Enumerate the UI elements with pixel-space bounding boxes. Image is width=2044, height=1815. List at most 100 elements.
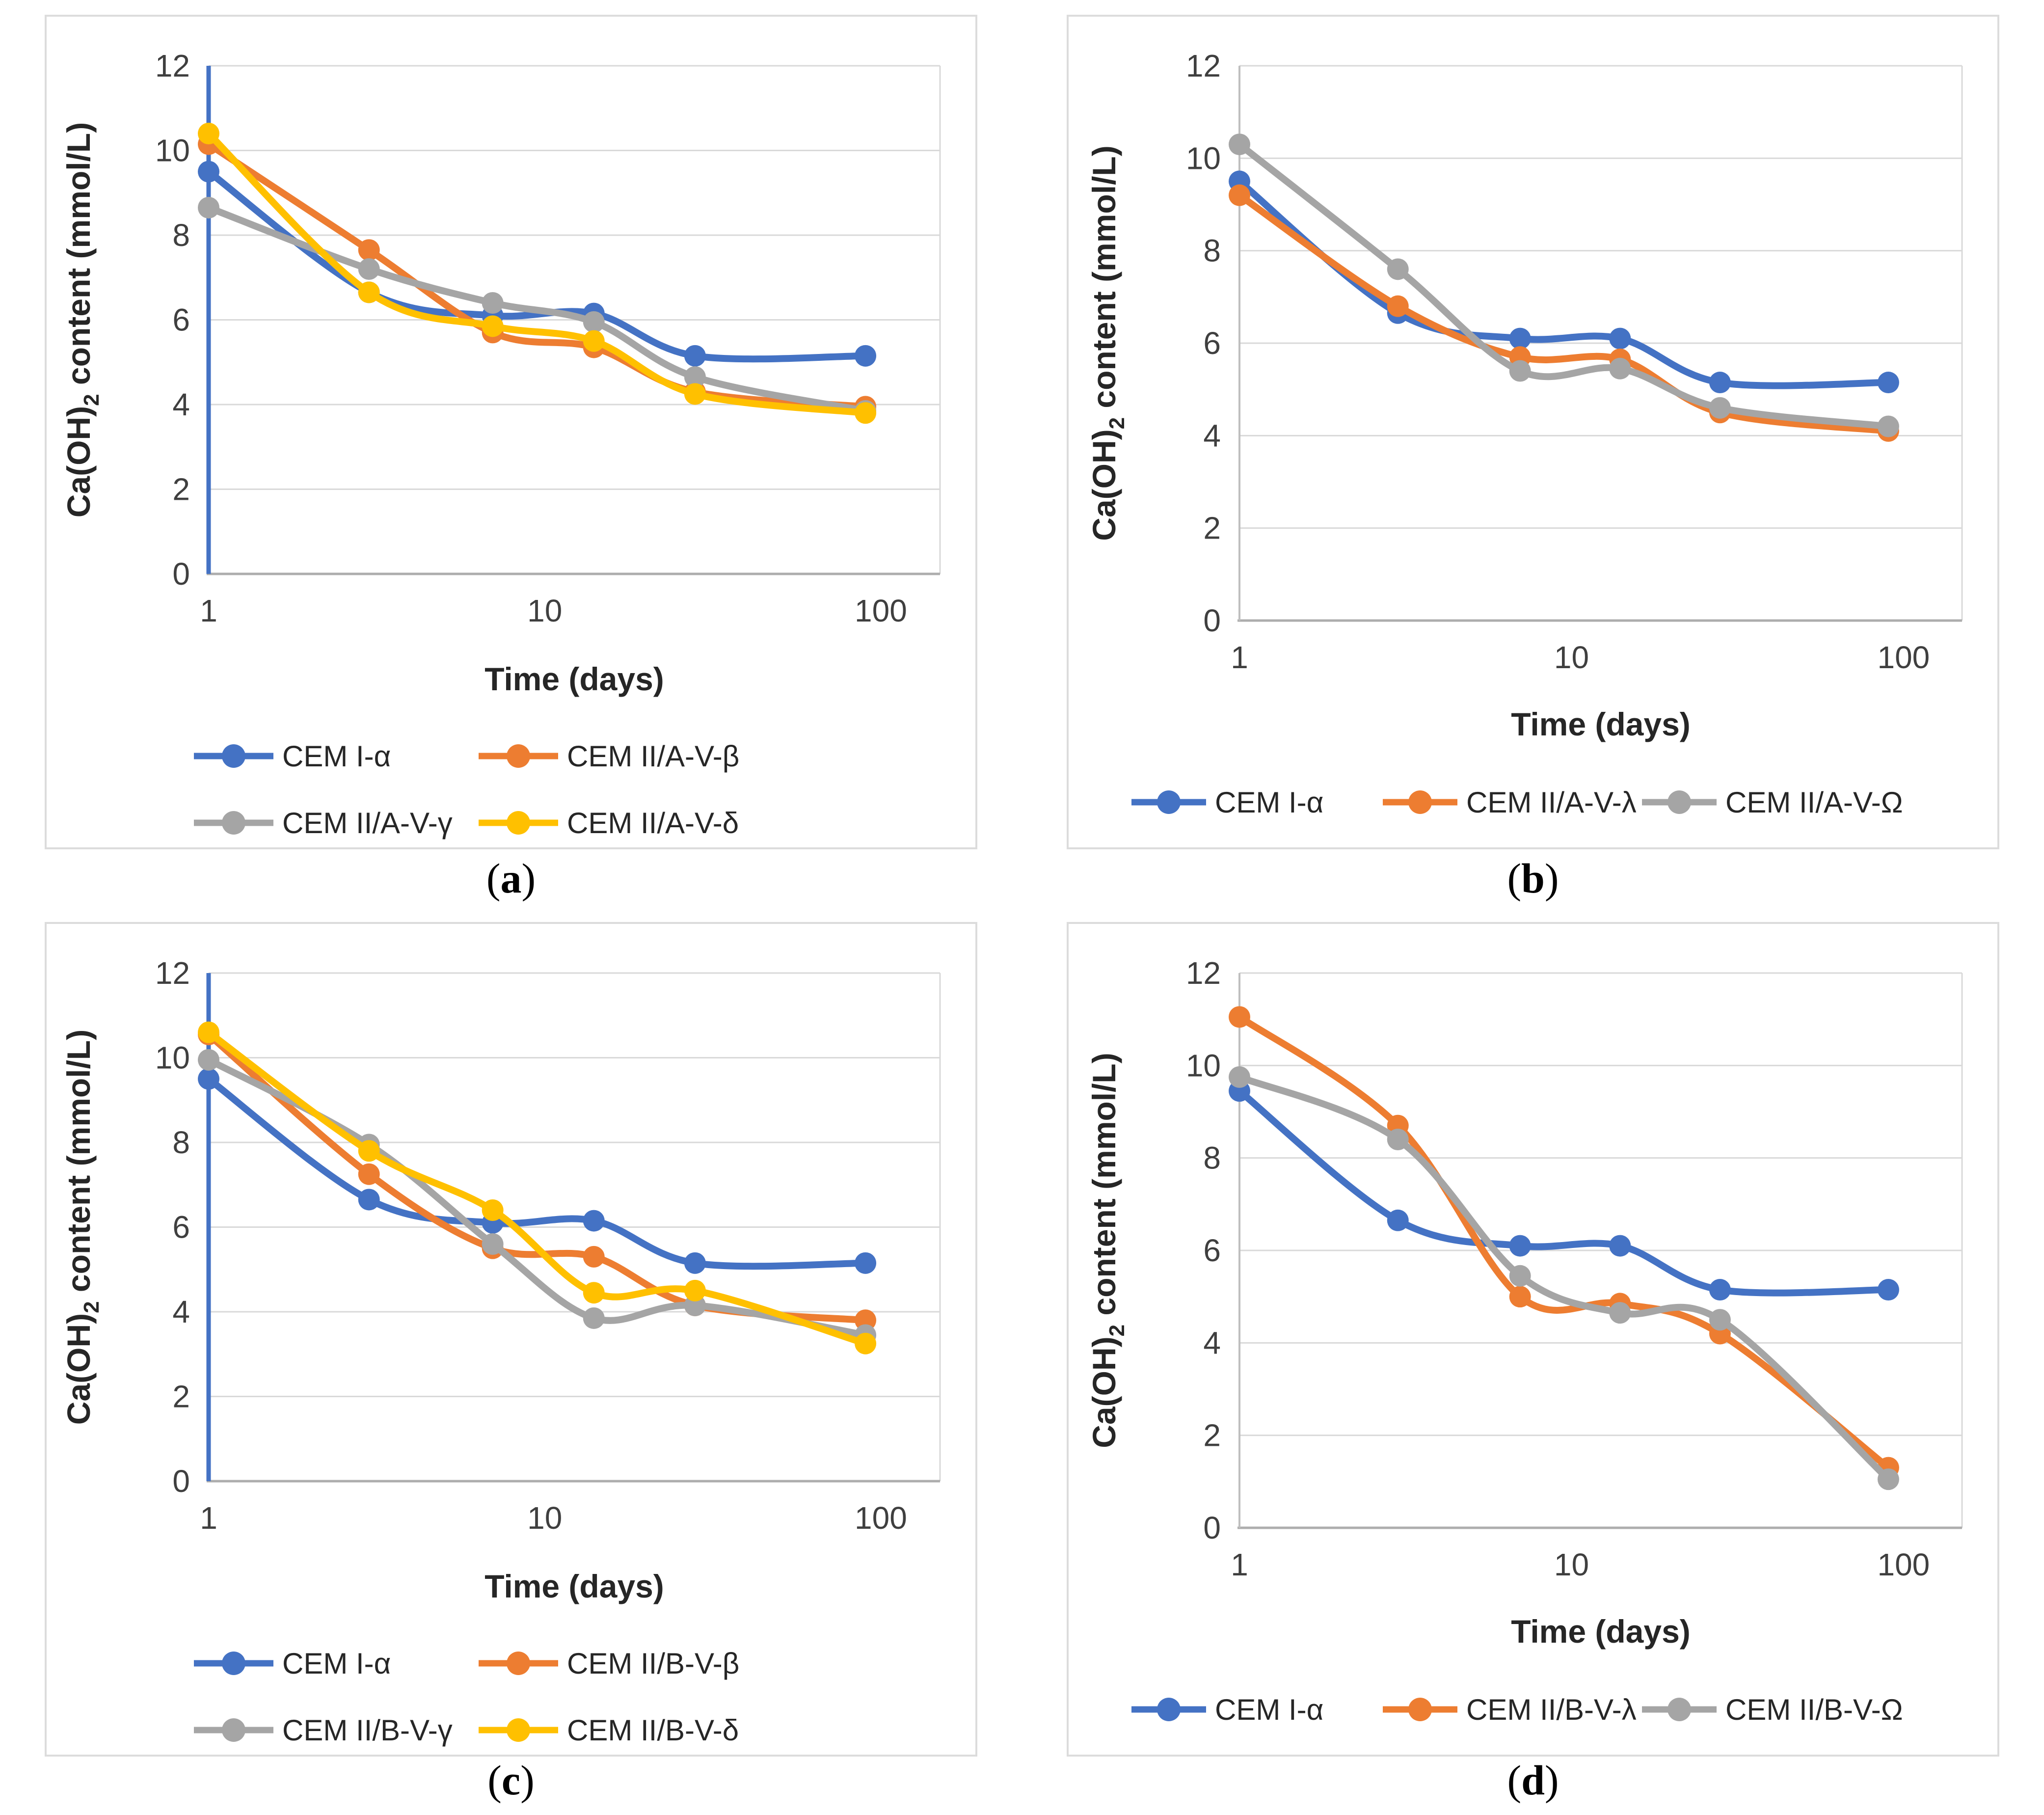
legend-label: CEM II/A-V-δ [567, 807, 739, 840]
y-tick-8: 8 [172, 1125, 190, 1160]
point-cem-ii-a-v-ω-day-7 [1509, 360, 1531, 382]
legend-label: CEM II/A-V-γ [282, 807, 453, 840]
point-cem-i-α-day-1 [198, 1068, 219, 1090]
legend-label: CEM II/B-V-δ [567, 1714, 739, 1747]
point-cem-ii-b-v-ω-day-1 [1229, 1066, 1250, 1088]
y-tick-4: 4 [1203, 1325, 1221, 1360]
legend: CEM I-α CEM II/A-V-λ CEM II/A-V-Ω [1131, 786, 1903, 819]
svg-text:Ca(OH)2 content (mmol/L): Ca(OH)2 content (mmol/L) [1086, 1053, 1129, 1448]
series-cem-ii-a-v-γ-line [205, 204, 869, 414]
y-axis-title: Ca(OH)2 content (mmol/L) [60, 1029, 104, 1425]
caption-b-close: ) [1544, 855, 1559, 902]
point-cem-ii-b-v-ω-day-7 [1509, 1265, 1531, 1287]
caption-d-letter: d [1521, 1757, 1545, 1804]
legend-marker-icon [222, 1652, 245, 1675]
chart-c: 0 2 4 6 8 10 12 1 10 100 Time (days) Ca(OH)2 conten… [60, 955, 941, 1747]
point-cem-ii-b-v-λ-day-1 [1229, 1006, 1250, 1028]
point-cem-i-α-day-28 [684, 1252, 706, 1274]
x-tick-100: 100 [1877, 640, 1930, 675]
point-cem-ii-a-v-γ-day-28 [684, 366, 706, 388]
series-cem-ii-a-v-ω-line [1236, 141, 1892, 430]
point-cem-ii-a-v-ω-day-90 [1877, 415, 1899, 437]
y-tick-6: 6 [172, 302, 190, 338]
caption-a-open: ( [486, 855, 501, 902]
y-tick-12: 12 [155, 955, 190, 991]
y-tick-2: 2 [1203, 511, 1221, 546]
point-cem-i-α-day-28 [1709, 372, 1731, 394]
series-cem-ii-b-v-ω-line [1236, 1073, 1892, 1483]
legend-item-cem-ii-b-v-δ: CEM II/B-V-δ [479, 1714, 739, 1747]
caption-d-close: ) [1544, 1757, 1559, 1804]
panel-c-box: 0 2 4 6 8 10 12 1 10 100 Time (days) Ca(OH)2 conten… [45, 922, 977, 1757]
point-cem-ii-b-v-δ-day-1 [198, 1021, 219, 1043]
legend-item-cem-ii-b-v-γ: CEM II/B-V-γ [194, 1714, 453, 1747]
series-cem-ii-b-v-λ-line [1236, 1013, 1892, 1471]
point-cem-ii-b-v-δ-day-14 [583, 1282, 605, 1304]
y-tick-2: 2 [172, 472, 190, 507]
series-cem-i-α-line [1236, 178, 1892, 389]
x-tick-100: 100 [1877, 1547, 1930, 1582]
x-tick-labels: 1 10 100 [200, 593, 907, 628]
x-tick-labels: 1 10 100 [200, 1500, 907, 1536]
point-cem-i-α-day-7 [1509, 327, 1531, 350]
caption-c-open: ( [487, 1757, 502, 1804]
legend-marker-icon [1667, 1698, 1691, 1721]
point-cem-ii-b-v-γ-day-1 [198, 1049, 219, 1071]
svg-text:Ca(OH)2 content (mmol/L): Ca(OH)2 content (mmol/L) [1086, 145, 1129, 541]
y-tick-4: 4 [1203, 418, 1221, 453]
y-tick-labels: 0 2 4 6 8 10 12 [1186, 955, 1221, 1545]
gridlines [209, 65, 940, 490]
chart-a: 0 2 4 6 8 10 12 1 10 100 Time (days) Ca(OH)2 conten… [60, 48, 941, 840]
series-cem-i-α-line [205, 1075, 869, 1270]
x-tick-1: 1 [200, 593, 217, 628]
point-cem-i-α-day-90 [1877, 1279, 1899, 1301]
panel-d: 0 2 4 6 8 10 12 1 10 100 Time (days) Ca(OH)2 conten… [1022, 907, 2044, 1804]
y-tick-4: 4 [172, 387, 190, 422]
legend-item-cem-i-α: CEM I-α [194, 1647, 391, 1680]
y-tick-labels: 0 2 4 6 8 10 12 [155, 955, 190, 1499]
legend-marker-icon [1157, 790, 1181, 814]
legend-label: CEM II/A-V-β [567, 740, 739, 773]
legend-marker-icon [1667, 790, 1691, 814]
y-tick-labels: 0 2 4 6 8 10 12 [155, 48, 190, 592]
legend-label: CEM I-α [1215, 1693, 1323, 1726]
series-cem-ii-b-v-γ [198, 1049, 877, 1346]
chart-d: 0 2 4 6 8 10 12 1 10 100 Time (days) Ca(OH)2 conten… [1086, 955, 1963, 1726]
y-tick-2: 2 [172, 1379, 190, 1414]
y-tick-6: 6 [172, 1210, 190, 1245]
legend-item-cem-ii-a-v-δ: CEM II/A-V-δ [479, 807, 739, 840]
caption-b-open: ( [1507, 855, 1522, 902]
caption-b-letter: b [1521, 855, 1545, 902]
legend-label: CEM II/A-V-λ [1466, 786, 1637, 819]
panel-a-box: 0 2 4 6 8 10 12 1 10 100 Time (days) Ca(OH)2 conten… [45, 15, 977, 849]
caption-a: (a) [486, 849, 536, 907]
point-cem-ii-a-v-δ-day-1 [198, 123, 219, 144]
gridlines [1239, 65, 1962, 529]
svg-text:Ca(OH)2 content (mmol/L): Ca(OH)2 content (mmol/L) [60, 1029, 104, 1425]
x-axis-title: Time (days) [1511, 1613, 1691, 1650]
series-cem-ii-b-v-ω [1229, 1066, 1899, 1490]
legend-marker-icon [1157, 1698, 1181, 1721]
point-cem-i-α-day-3 [1387, 1209, 1409, 1231]
series-cem-i-α-line [1236, 1087, 1892, 1297]
series-cem-ii-a-v-β [198, 133, 877, 418]
legend-item-cem-i-α: CEM I-α [1131, 786, 1323, 819]
legend-item-cem-ii-a-v-ω: CEM II/A-V-Ω [1642, 786, 1903, 819]
y-tick-10: 10 [155, 1040, 190, 1076]
legend-marker-icon [222, 744, 245, 768]
legend-label: CEM I-α [282, 740, 391, 773]
legend-label: CEM I-α [282, 1647, 391, 1680]
y-tick-6: 6 [1203, 1233, 1221, 1268]
legend-item-cem-ii-a-v-γ: CEM II/A-V-γ [194, 807, 453, 840]
x-tick-100: 100 [855, 593, 907, 628]
y-tick-0: 0 [1203, 603, 1221, 638]
y-tick-4: 4 [172, 1294, 190, 1329]
legend-marker-icon [222, 1718, 245, 1742]
x-axis-title: Time (days) [1511, 706, 1691, 742]
point-cem-ii-a-v-β-day-3 [358, 239, 380, 261]
legend-item-cem-i-α: CEM I-α [1131, 1693, 1323, 1726]
point-cem-ii-b-v-ω-day-3 [1387, 1129, 1409, 1150]
point-cem-ii-b-v-ω-day-28 [1709, 1309, 1731, 1331]
point-cem-ii-a-v-ω-day-14 [1609, 357, 1631, 379]
chart-b: 0 2 4 6 8 10 12 1 10 100 Time (days) Ca(OH)2 conten… [1086, 48, 1963, 819]
